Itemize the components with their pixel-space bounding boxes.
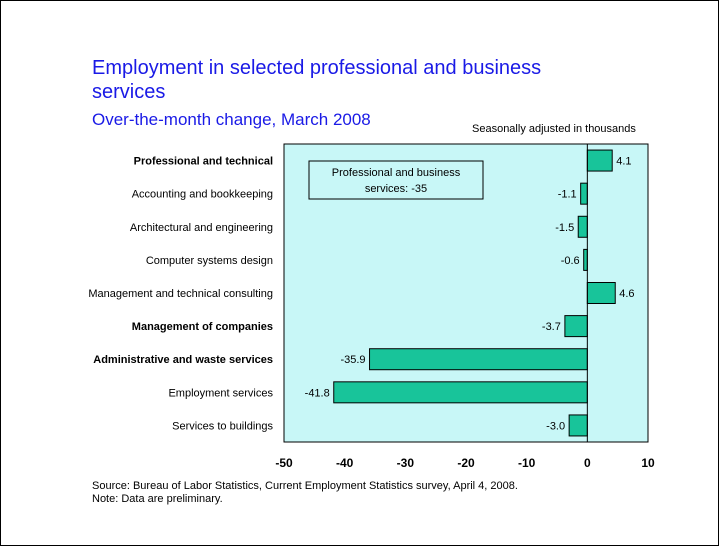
x-tick-label: -40 <box>336 456 354 470</box>
x-tick-label: 10 <box>641 456 655 470</box>
category-label: Employment services <box>168 387 273 399</box>
category-label: Management of companies <box>132 321 273 333</box>
category-label: Accounting and bookkeeping <box>132 189 273 201</box>
annotation-line-2: services: -35 <box>365 183 427 195</box>
value-labels: 4.1 -1.1 -1.5 -0.6 4.6 -3.7 -35.9 -41.8 -3.0 <box>305 156 635 433</box>
bar <box>586 282 616 304</box>
bar <box>583 248 588 271</box>
chart-subtitle: Over-the-month change, March 2008 <box>92 110 371 129</box>
category-labels: Professional and technical Accounting and… <box>88 156 273 433</box>
value-label: -41.8 <box>305 387 330 399</box>
source-text: Source: Bureau of Labor Statistics, Curr… <box>92 480 518 492</box>
x-axis-ticks: -50 -40 -30 -20 -10 0 10 <box>275 456 655 470</box>
x-tick-label: -10 <box>518 456 536 470</box>
bar <box>586 149 613 172</box>
value-label: 4.6 <box>619 288 634 300</box>
category-label: Services to buildings <box>172 420 273 432</box>
value-label: 4.1 <box>616 156 631 168</box>
annotation-box: Professional and business services: -35 <box>308 160 484 200</box>
bar <box>369 348 588 371</box>
x-tick-label: -50 <box>275 456 293 470</box>
value-label: -1.1 <box>558 189 577 201</box>
bar <box>333 381 588 404</box>
category-label: Computer systems design <box>146 255 273 267</box>
x-tick-label: -30 <box>397 456 415 470</box>
value-label: -3.7 <box>542 321 561 333</box>
source-note: Source: Bureau of Labor Statistics, Curr… <box>92 480 518 506</box>
value-label: -35.9 <box>340 354 365 366</box>
note-text: Note: Data are preliminary. <box>92 493 223 505</box>
value-label: -0.6 <box>561 255 580 267</box>
category-label: Management and technical consulting <box>88 288 273 300</box>
annotation-border <box>308 160 484 200</box>
bar <box>564 315 588 338</box>
x-tick-label: 0 <box>584 456 591 470</box>
units-note: Seasonally adjusted in thousands <box>472 123 636 135</box>
bar <box>568 414 588 437</box>
value-label: -1.5 <box>555 222 574 234</box>
bar <box>580 182 588 205</box>
bar <box>577 215 588 238</box>
chart-title: Employment in selected professional and … <box>92 57 542 103</box>
value-label: -3.0 <box>546 420 565 432</box>
category-label: Professional and technical <box>134 156 273 168</box>
category-label: Administrative and waste services <box>93 354 273 366</box>
x-tick-label: -20 <box>457 456 475 470</box>
category-label: Architectural and engineering <box>130 222 273 234</box>
annotation-line-1: Professional and business <box>332 167 461 179</box>
